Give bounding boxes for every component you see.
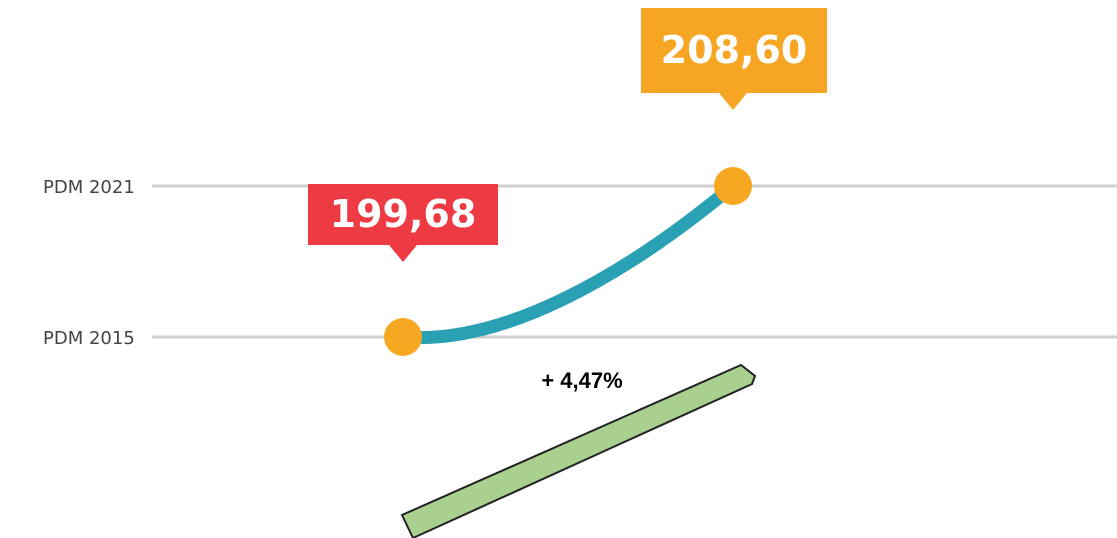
trend-arrow	[400, 363, 757, 538]
value-label: 208,60	[661, 28, 808, 72]
category-label: PDM 2015	[43, 328, 135, 349]
category-label: PDM 2021	[43, 177, 135, 198]
data-point	[714, 167, 752, 205]
connector-line	[396, 179, 740, 345]
value-callout	[641, 8, 827, 110]
value-callout	[308, 184, 498, 262]
data-point	[384, 318, 422, 356]
annotation: + 4,47%	[541, 368, 622, 393]
value-label: 199,68	[330, 192, 477, 236]
